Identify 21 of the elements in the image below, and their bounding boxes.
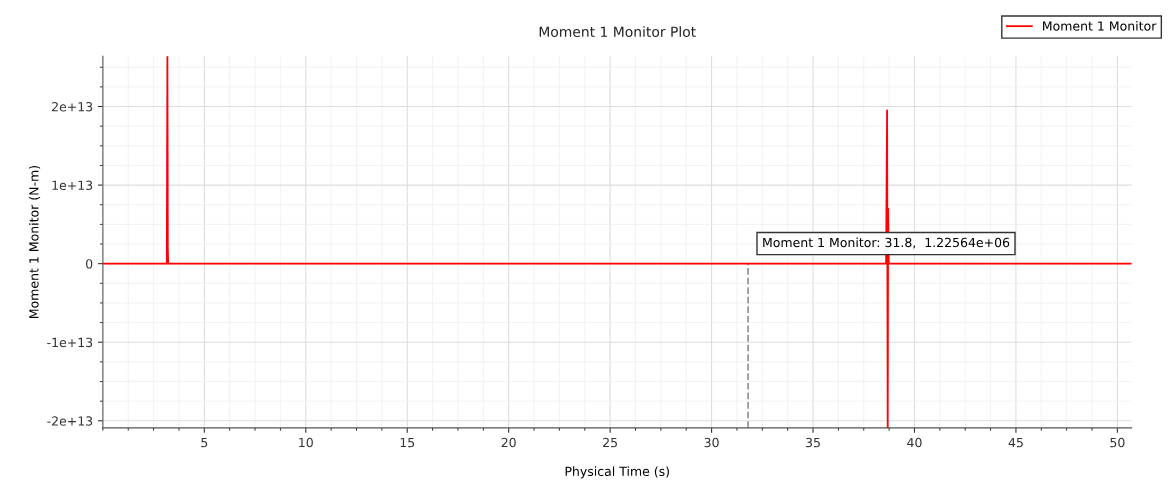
x-tick-label: 30 xyxy=(704,437,719,448)
legend-label: Moment 1 Monitor xyxy=(1043,21,1157,31)
y-axis-title: Moment 1 Monitor (N-m) xyxy=(28,165,41,318)
y-tick-label: -2e+13 xyxy=(47,416,93,426)
annotation: Moment 1 Monitor: 31.8, 1.22564e+06 xyxy=(763,237,1010,249)
line-series xyxy=(102,56,1132,428)
y-tick-label: 0 xyxy=(86,259,93,269)
x-tick-label: 25 xyxy=(603,437,617,448)
x-tick-label: 35 xyxy=(806,437,820,448)
x-tick-label: 20 xyxy=(501,437,516,448)
x-tick-label: 40 xyxy=(907,437,922,448)
x-tick-label: 50 xyxy=(1110,437,1125,448)
x-tick-label: 45 xyxy=(1008,437,1023,448)
x-tick-label: 15 xyxy=(400,437,415,448)
x-tick-label: 10 xyxy=(299,437,313,448)
x-axis-title: Physical Time (s) xyxy=(565,466,669,479)
chart-title: Moment 1 Monitor Plot xyxy=(539,26,696,37)
y-tick-label: 2e+13 xyxy=(52,101,93,112)
y-tick-label: -1e+13 xyxy=(47,337,93,348)
y-tick-label: 1e+13 xyxy=(52,180,93,191)
x-tick-label: 5 xyxy=(201,437,208,448)
